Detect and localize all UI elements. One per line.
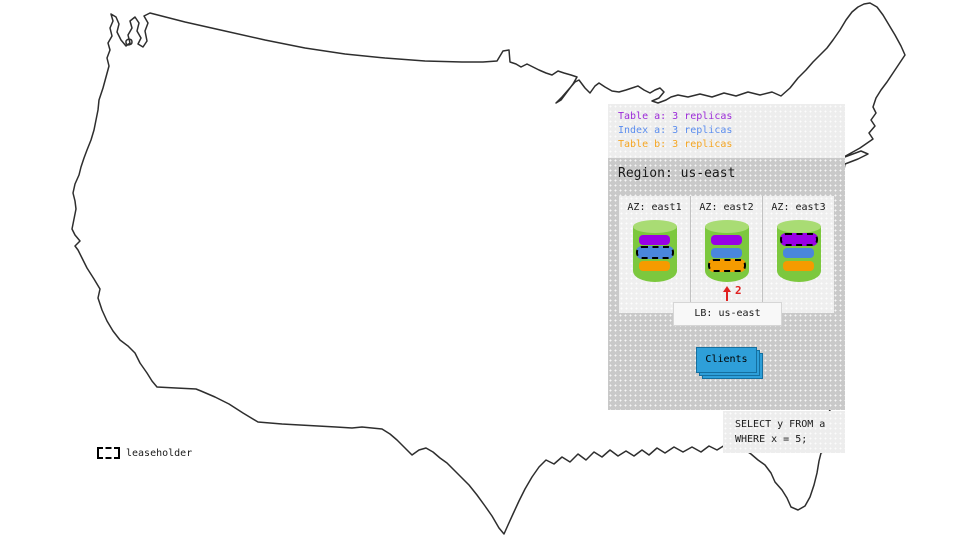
arrow-stem: [726, 292, 728, 301]
region-title: Region: us-east: [618, 166, 736, 181]
clients-box: Clients: [696, 347, 757, 373]
replica-table-a: [711, 234, 742, 245]
replica-index-a: [783, 247, 814, 258]
clients-stack: Clients: [696, 347, 763, 379]
query-route-arrow-icon: [723, 286, 731, 301]
sql-query-line: SELECT y FROM a: [735, 419, 826, 430]
replica-table-b: [707, 259, 746, 272]
arrow-head-icon: [723, 286, 731, 292]
legend-item-index-a: Index a: 3 replicas: [618, 125, 733, 136]
legend-item-table-a: Table a: 3 replicas: [618, 111, 733, 122]
cylinder-top-ellipse: [704, 220, 749, 233]
route-step-number: 2: [735, 284, 742, 297]
az-column-east2: AZ: east2: [691, 196, 763, 313]
az-label: AZ: east2: [699, 202, 754, 213]
az-column-east3: AZ: east3: [763, 196, 834, 313]
replica-table-b: [639, 260, 670, 271]
az-label: AZ: east1: [627, 202, 682, 213]
legend-item-table-b: Table b: 3 replicas: [618, 139, 733, 150]
az-container: AZ: east1 AZ: east2: [619, 196, 834, 313]
replica-index-a: [635, 246, 674, 259]
replica-legend: Table a: 3 replicas Index a: 3 replicas …: [608, 104, 845, 158]
db-node-cylinder: [704, 220, 749, 282]
replica-table-a: [639, 234, 670, 245]
region-panel: Region: us-east AZ: east1 AZ: east2: [608, 158, 845, 410]
replica-table-b: [783, 260, 814, 271]
az-label: AZ: east3: [771, 202, 826, 213]
leaseholder-key-box-icon: [97, 447, 120, 459]
db-node-cylinder: [776, 220, 821, 282]
load-balancer-box: LB: us-east: [673, 302, 782, 326]
leaseholder-key: leaseholder: [97, 447, 192, 459]
cylinder-top-ellipse: [632, 220, 677, 233]
replica-table-a: [779, 233, 818, 246]
az-column-east1: AZ: east1: [619, 196, 691, 313]
db-node-cylinder: [632, 220, 677, 282]
sql-query-box: SELECT y FROM a WHERE x = 5;: [723, 411, 845, 453]
leaseholder-key-label: leaseholder: [126, 447, 193, 459]
replica-index-a: [711, 247, 742, 258]
cylinder-top-ellipse: [776, 220, 821, 233]
sql-query-line: WHERE x = 5;: [735, 434, 808, 445]
